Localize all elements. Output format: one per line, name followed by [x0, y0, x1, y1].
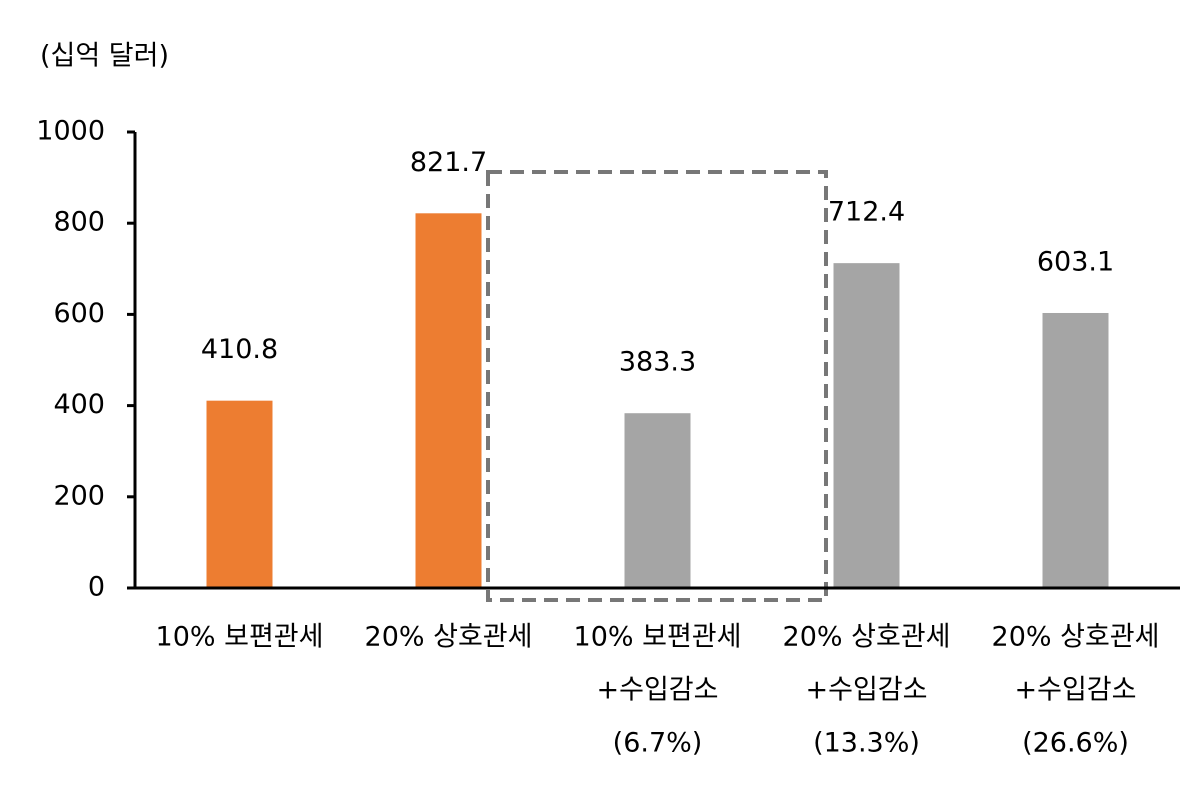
value-label: 821.7	[410, 147, 487, 178]
y-tick-label: 0	[88, 572, 105, 603]
x-tick-label: (6.7%)	[613, 728, 703, 759]
x-tick-label: +수입감소	[806, 675, 928, 706]
value-label: 383.3	[619, 347, 696, 378]
x-tick-label: +수입감소	[597, 675, 719, 706]
highlight-box	[486, 170, 828, 602]
y-tick-label: 600	[53, 298, 105, 329]
bar	[833, 263, 900, 588]
x-tick-label: 20% 상호관세	[365, 622, 533, 653]
x-tick-label: 10% 보편관세	[574, 622, 742, 653]
y-tick-label: 1000	[36, 116, 105, 147]
value-label: 603.1	[1037, 246, 1114, 277]
x-tick-label: 20% 상호관세	[992, 622, 1160, 653]
y-tick-label: 800	[53, 207, 105, 238]
x-tick-label: (13.3%)	[813, 728, 920, 759]
value-label: 712.4	[828, 197, 905, 228]
bar	[206, 400, 273, 588]
y-axis-label: (십억 달러)	[40, 41, 169, 72]
bar	[415, 213, 482, 588]
x-tick-label: 10% 보편관세	[156, 622, 324, 653]
bar	[1042, 312, 1109, 588]
y-tick-label: 200	[53, 480, 105, 511]
y-tick-label: 400	[53, 389, 105, 420]
value-label: 410.8	[201, 334, 278, 365]
x-tick-label: +수입감소	[1015, 675, 1137, 706]
x-tick-label: 20% 상호관세	[783, 622, 951, 653]
bar	[624, 413, 691, 588]
x-tick-label: (26.6%)	[1022, 728, 1129, 759]
